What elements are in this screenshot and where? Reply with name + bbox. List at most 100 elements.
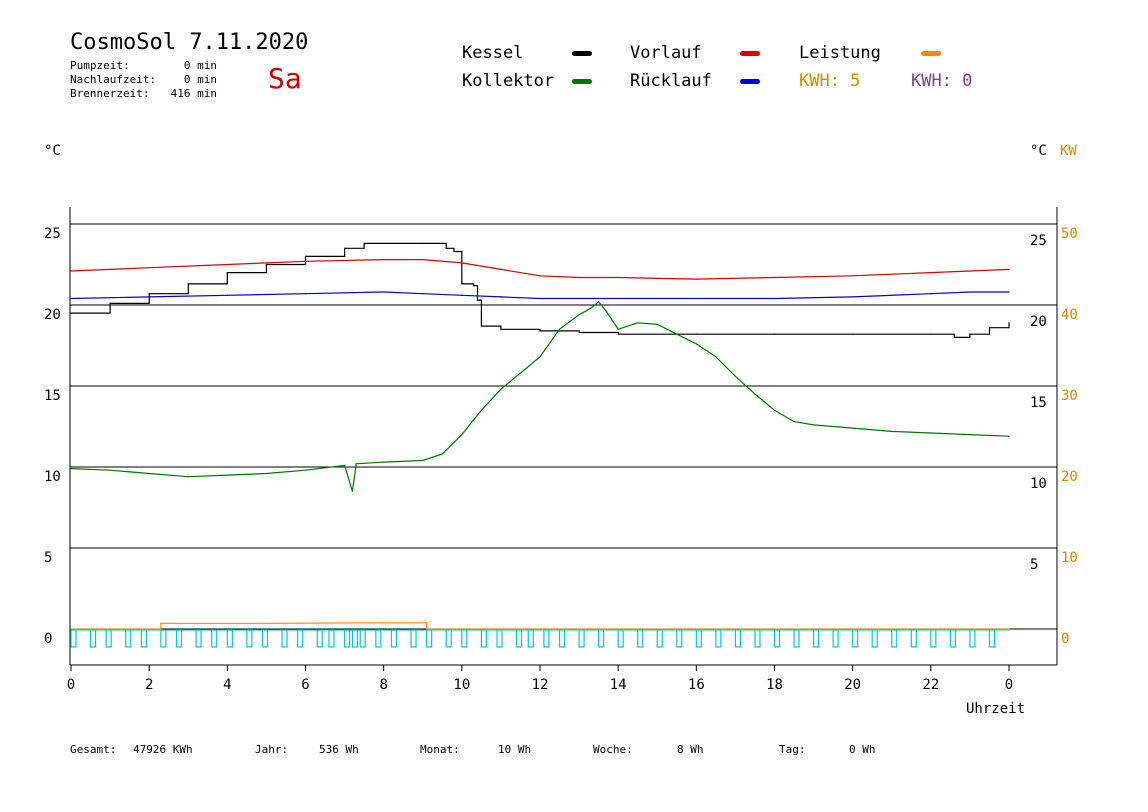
legend-vorlauf-label: Vorlauf — [630, 43, 702, 63]
y-tick-kw-0: 0 — [1061, 631, 1069, 647]
point-leistung-5 — [426, 622, 428, 624]
legend-kessel-swatch — [572, 51, 592, 56]
y-tick-kw-50: 50 — [1061, 226, 1078, 242]
point-vorlauf-1 — [148, 267, 150, 269]
point-ruecklauf-12 — [852, 296, 854, 298]
point-kessel-9 — [383, 242, 385, 245]
point-leistung-2 — [160, 622, 162, 624]
pump-pulse-5 — [160, 629, 167, 648]
point-kollektor-24 — [637, 322, 639, 324]
pump-pulse-13 — [297, 629, 304, 648]
pump-pulse-7 — [195, 629, 202, 648]
point-kessel-3 — [187, 283, 189, 285]
y-tick-right-20: 20 — [1030, 314, 1047, 330]
point-kollektor-17 — [539, 356, 541, 358]
y-tick-left-5: 5 — [44, 550, 52, 566]
point-ruecklauf-14 — [969, 291, 971, 293]
pump-pulse-4 — [140, 629, 147, 648]
point-kessel-1 — [109, 302, 111, 304]
point-kollektor-33 — [812, 424, 815, 426]
y-tick-right-25: 25 — [1030, 233, 1047, 249]
grid-lines — [69, 207, 1058, 671]
pump-pulse-8 — [211, 629, 218, 648]
point-vorlauf-14 — [930, 272, 932, 274]
point-vorlauf-13 — [852, 275, 854, 277]
point-kollektor-11 — [422, 459, 424, 462]
point-ruecklauf-8 — [539, 297, 541, 300]
point-kessel-27 — [969, 333, 971, 335]
pump-pulse-22 — [426, 629, 433, 648]
pump-pulse-24 — [461, 629, 468, 648]
footer-jahr-value: 536 Wh — [319, 743, 359, 756]
point-kollektor-16 — [519, 372, 522, 374]
stat-label-pumpzeit: Pumpzeit: — [70, 59, 130, 72]
point-kollektor-6 — [304, 469, 307, 471]
point-kessel-10 — [422, 242, 424, 245]
right-axis-unit: °C — [1030, 143, 1047, 159]
pump-pulse-44 — [832, 629, 839, 648]
point-kollektor-9 — [355, 463, 357, 465]
point-kessel-13 — [453, 250, 455, 253]
pump-pulse-10 — [246, 629, 253, 648]
point-ruecklauf-9 — [617, 297, 619, 300]
point-kessel-12 — [445, 247, 447, 249]
point-ruecklauf-7 — [500, 296, 502, 298]
y-tick-left-20: 20 — [44, 307, 61, 323]
footer-tag-value: 0 Wh — [849, 743, 876, 756]
point-kollektor-37 — [969, 434, 971, 436]
point-kollektor-20 — [590, 307, 592, 309]
point-ruecklauf-3 — [304, 293, 307, 295]
pump-pulse-38 — [715, 629, 722, 648]
right-axis-kw-unit: KW — [1060, 143, 1077, 159]
legend-vorlauf-swatch — [740, 51, 760, 56]
point-leistung-4 — [383, 622, 385, 624]
point-kessel-22 — [695, 333, 697, 335]
pump-pulse-41 — [773, 629, 781, 648]
point-kessel-25 — [930, 333, 932, 335]
point-kessel-16 — [476, 299, 479, 301]
point-kollektor-10 — [383, 461, 385, 463]
pump-pulse-36 — [676, 629, 683, 648]
x-tick-7: 14 — [610, 677, 627, 693]
series-kessel — [71, 242, 1010, 338]
pump-pulse-50 — [949, 629, 956, 648]
point-vorlauf-3 — [304, 260, 307, 262]
y-tick-left-25: 25 — [44, 226, 61, 242]
point-kollektor-13 — [461, 434, 463, 436]
point-kollektor-29 — [734, 375, 737, 377]
pump-pulse-40 — [754, 629, 761, 648]
stat-label-brennerzeit: Brennerzeit: — [70, 87, 150, 100]
pump-pulse-28 — [527, 629, 534, 648]
point-vorlauf-7 — [500, 268, 502, 270]
point-ruecklauf-2 — [226, 294, 228, 296]
pump-pulse-14 — [316, 629, 323, 648]
point-kessel-21 — [617, 333, 619, 335]
point-kessel-18 — [500, 328, 502, 330]
pump-pulse-11 — [261, 629, 269, 648]
point-vorlauf-11 — [695, 278, 697, 280]
pump-pulse-1 — [89, 629, 97, 648]
pump-pulse-42 — [793, 629, 800, 648]
x-tick-11: 22 — [922, 677, 939, 693]
pump-pulse-17 — [351, 629, 358, 648]
point-kollektor-28 — [715, 356, 717, 358]
point-kessel-4 — [226, 272, 228, 274]
x-tick-2: 4 — [223, 677, 231, 693]
left-axis-unit: °C — [44, 143, 61, 159]
point-vorlauf-0 — [70, 270, 72, 272]
point-kollektor-5 — [265, 472, 268, 475]
point-kessel-14 — [461, 283, 463, 285]
y-tick-right-5: 5 — [1030, 557, 1038, 573]
y-tick-left-15: 15 — [44, 388, 61, 404]
pump-pulse-51 — [969, 629, 976, 648]
legend-leistung-swatch — [921, 51, 941, 56]
point-leistung-1 — [160, 628, 162, 630]
pump-pulse-30 — [558, 629, 566, 648]
x-tick-3: 6 — [301, 677, 309, 693]
point-kollektor-7 — [343, 464, 346, 466]
legend-kwh-1: KWH: 5 — [799, 71, 861, 91]
pump-pulse-20 — [390, 629, 398, 648]
y-tick-kw-30: 30 — [1061, 388, 1078, 404]
point-kessel-20 — [578, 331, 580, 334]
